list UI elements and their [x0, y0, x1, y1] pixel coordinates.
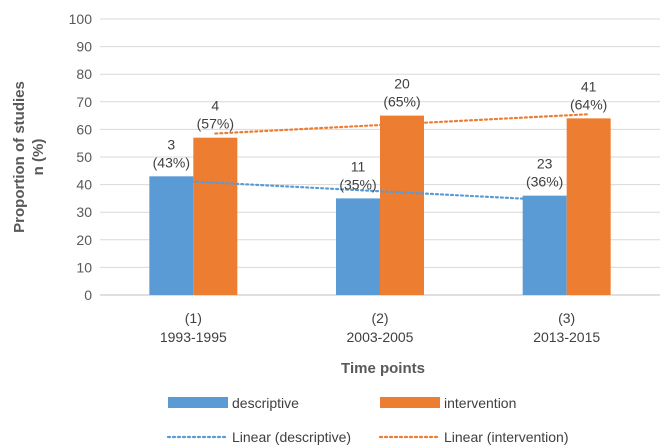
bar-descriptive [522, 195, 567, 295]
y-tick-label: 20 [76, 232, 92, 248]
x-category-label: (2) 2003-2005 [347, 310, 414, 345]
y-tick-label: 80 [76, 66, 92, 82]
y-tick-label: 50 [76, 149, 92, 165]
bars [149, 115, 611, 295]
bar-descriptive [149, 176, 194, 295]
legend-swatch [380, 397, 440, 408]
x-category-label: (1) 1993-1995 [160, 310, 227, 345]
trendline-descriptive [170, 179, 546, 201]
y-tick-label: 40 [76, 177, 92, 193]
y-tick-label: 90 [76, 39, 92, 55]
bar-intervention [380, 115, 424, 295]
trendlines [170, 113, 590, 201]
legend-label: Linear (intervention) [444, 429, 569, 445]
y-tick-label: 0 [84, 287, 92, 303]
y-axis-title: Proportion of studies n (%) [11, 81, 47, 233]
data-label: 41 (64%) [570, 78, 607, 112]
y-tick-label: 100 [69, 11, 93, 27]
legend-label: Linear (descriptive) [232, 429, 351, 445]
legend-swatch [168, 397, 228, 408]
data-label: 11 (35%) [339, 158, 376, 192]
data-label: 4 (57%) [197, 98, 234, 132]
bar-descriptive [336, 198, 380, 295]
x-category-label: (3) 2013-2015 [533, 310, 600, 345]
data-label: 20 (65%) [383, 76, 420, 110]
data-labels: 3 (43%) 11 (35%) 23 (36%) 4 (57%) 20 (65%) 41 (64%) [153, 76, 608, 193]
data-label: 3 (43%) [153, 136, 190, 170]
y-axis-ticks: 0 10 20 30 40 50 60 70 80 90 100 [69, 11, 93, 303]
y-tick-label: 70 [76, 94, 92, 110]
legend-label: descriptive [232, 395, 299, 411]
bar-intervention [566, 118, 611, 295]
y-tick-label: 10 [76, 259, 92, 275]
data-label: 23 (36%) [526, 156, 563, 190]
trendline-intervention [214, 113, 590, 135]
bar-intervention [193, 137, 238, 295]
legend-label: intervention [444, 395, 516, 411]
x-axis-categories: (1) 1993-1995 (2) 2003-2005 (3) 2013-2015 [160, 310, 600, 345]
legend: descriptive intervention Linear (descripti… [166, 395, 569, 445]
x-axis-title: Time points [341, 360, 425, 377]
y-tick-label: 30 [76, 204, 92, 220]
y-tick-label: 60 [76, 121, 92, 137]
